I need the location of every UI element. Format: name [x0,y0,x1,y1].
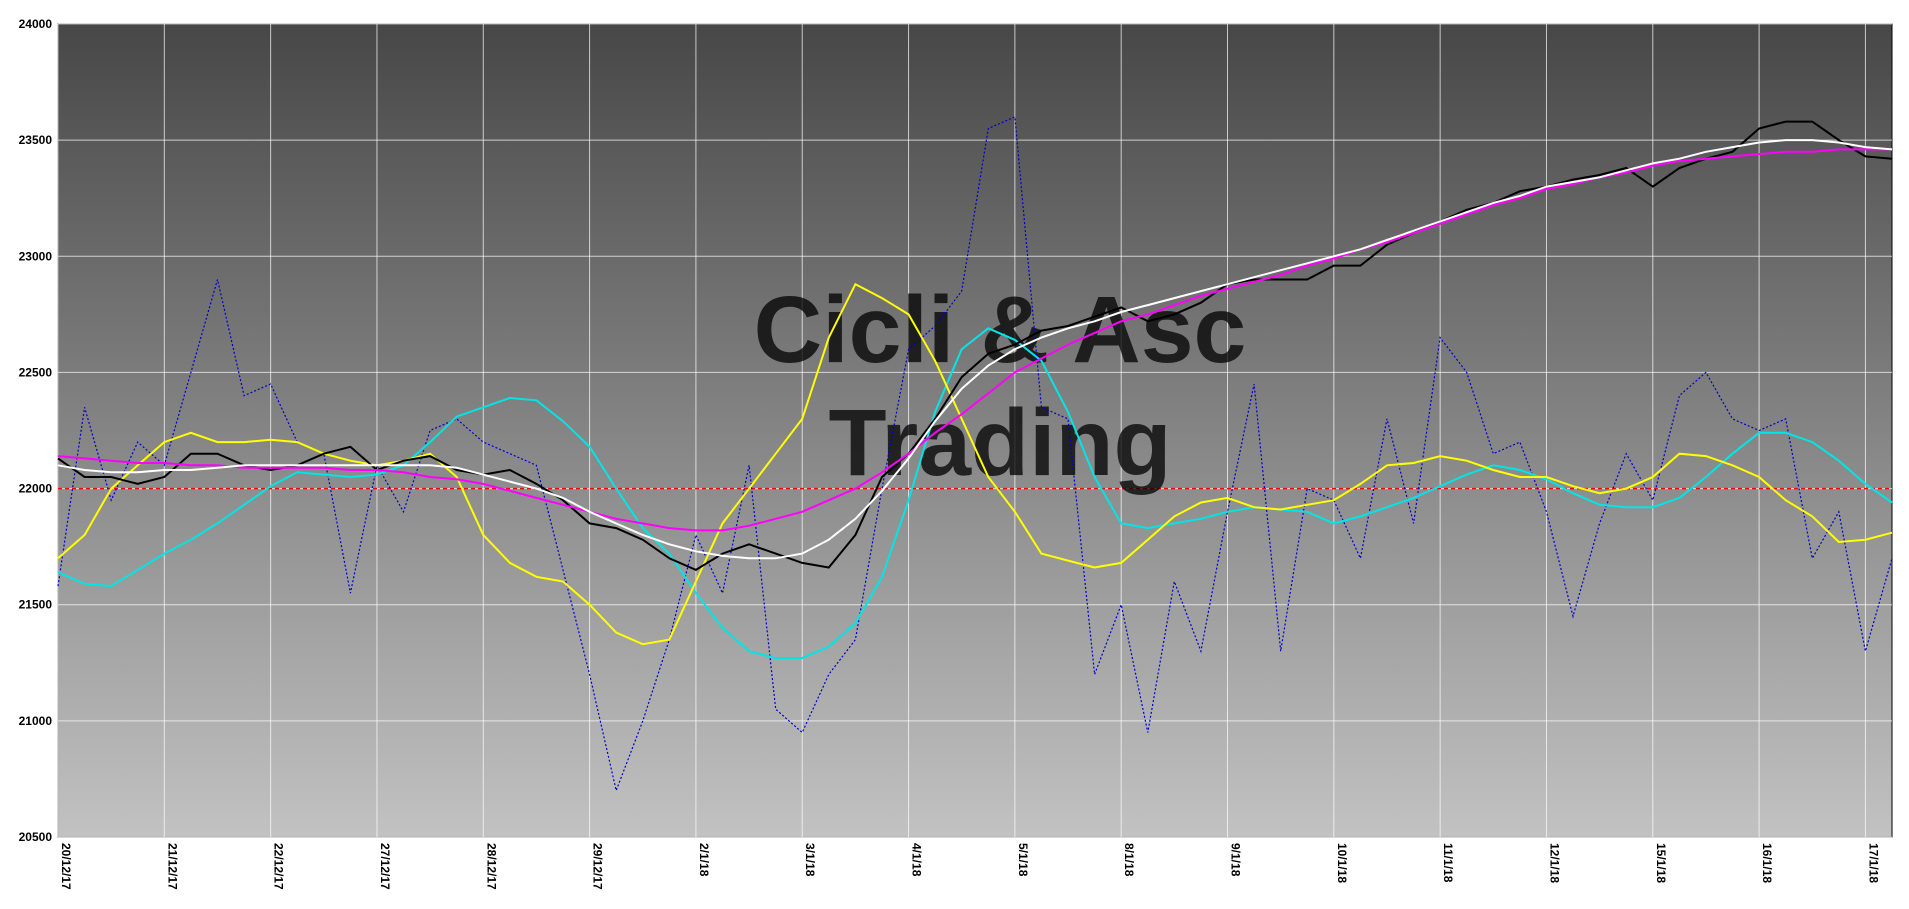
watermark: Trading [828,390,1171,496]
plot-area [57,23,1893,838]
y-tick-label: 21000 [19,714,53,728]
x-tick-label: 11/1/18 [1441,843,1455,883]
x-tick-label: 8/1/18 [1122,843,1136,877]
series-line [57,282,1893,646]
x-tick-label: 3/1/18 [803,843,817,877]
x-tick-label: 15/1/18 [1654,843,1668,883]
watermark: Cicli & Asc [754,277,1247,383]
y-tick-label: 23500 [19,133,53,147]
y-tick-label: 22500 [19,365,53,379]
y-tick-label: 23000 [19,249,53,263]
series-line [57,139,1893,560]
x-tick-label: 12/1/18 [1547,843,1561,883]
x-tick-label: 10/1/18 [1335,843,1349,883]
x-tick-label: 27/12/17 [378,843,392,890]
x-tick-label: 4/1/18 [910,843,924,877]
y-tick-label: 21500 [19,598,53,612]
series-line [57,148,1892,532]
series-line [57,327,1893,660]
x-tick-label: 22/12/17 [272,843,286,890]
x-tick-label: 9/1/18 [1229,843,1243,877]
x-tick-label: 2/1/18 [697,843,711,877]
x-tick-label: 17/1/18 [1866,843,1880,883]
y-tick-label: 24000 [19,17,53,31]
x-tick-label: 29/12/17 [591,843,605,890]
x-tick-label: 16/1/18 [1760,843,1774,883]
x-tick-label: 21/12/17 [165,843,179,890]
series-line [57,120,1893,572]
y-tick-label: 22000 [19,482,53,496]
x-tick-label: 28/12/17 [484,843,498,890]
x-tick-label: 5/1/18 [1016,843,1030,877]
x-tick-label: 20/12/17 [59,843,73,890]
y-tick-label: 20500 [19,830,53,844]
